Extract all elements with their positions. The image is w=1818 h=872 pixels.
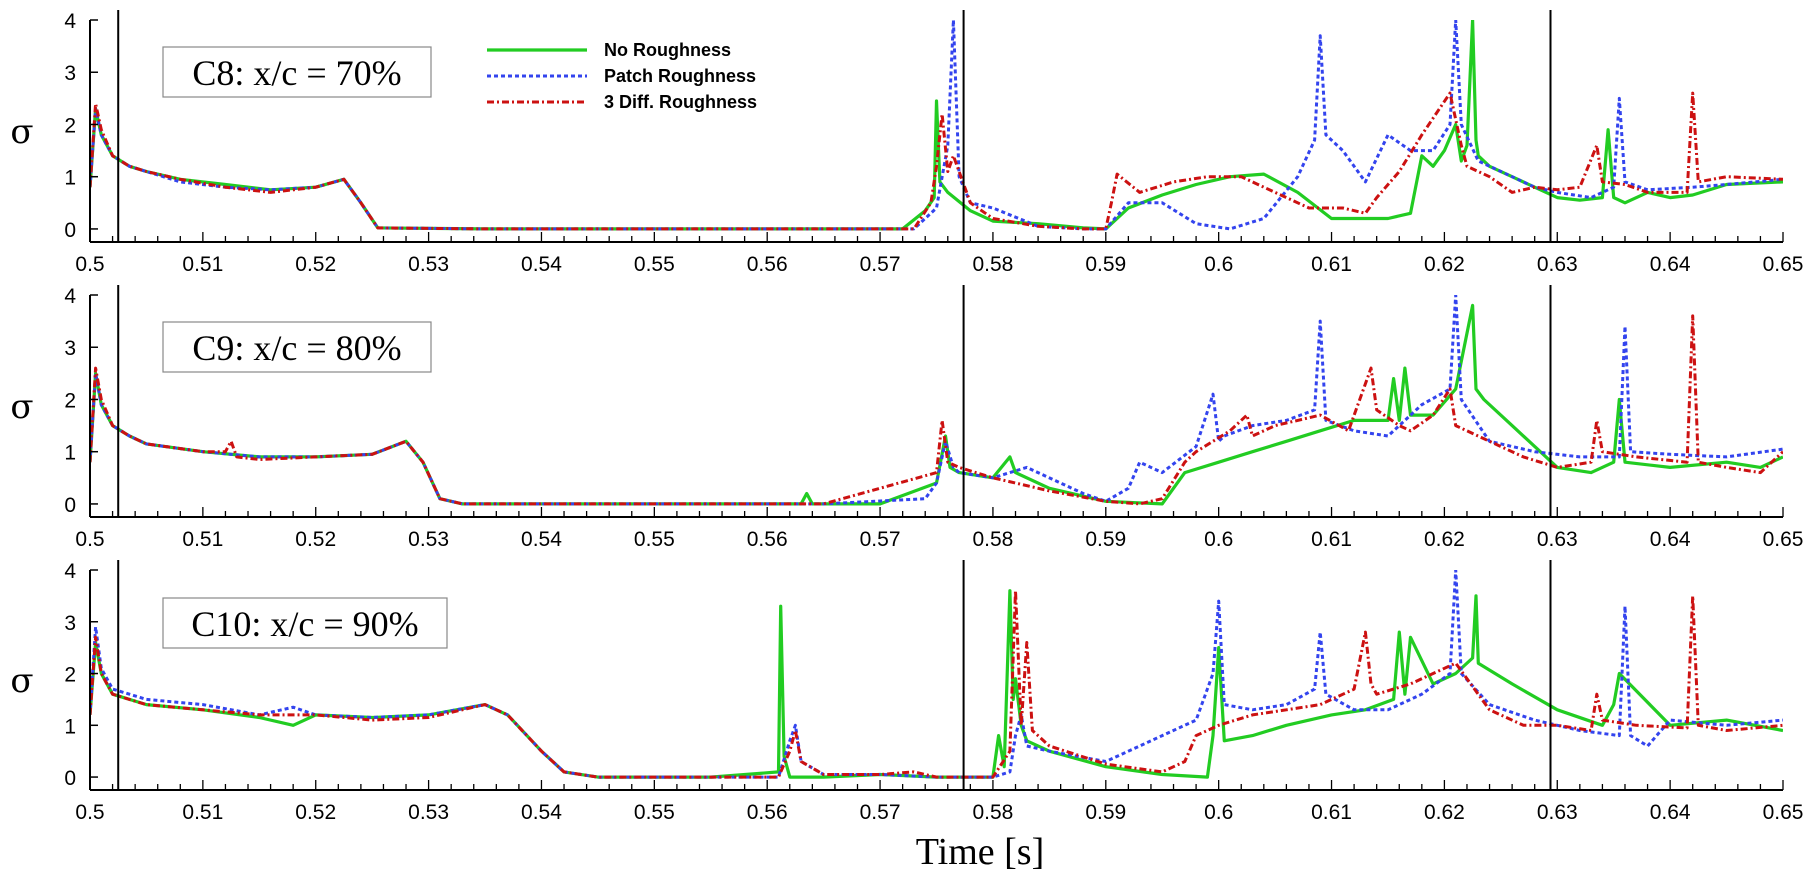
series-line-3-diff-roughness	[90, 589, 1783, 779]
legend-label-1: No Roughness	[604, 40, 731, 60]
y-tick-label: 4	[64, 285, 76, 308]
y-axis-label: σ	[10, 112, 33, 152]
y-tick-label: 4	[64, 560, 76, 583]
x-tick-label: 0.5	[75, 253, 104, 276]
y-tick-label: 0	[64, 219, 76, 242]
series-line-patch-roughness	[90, 295, 1783, 506]
panel-label: C9: x/c = 80%	[192, 328, 401, 368]
panel-label-box	[162, 321, 432, 373]
x-tick-label: 0.52	[295, 528, 336, 551]
x-tick-label: 0.61	[1311, 253, 1352, 276]
panel-1: σ 0 1 2 3 4 0.5 0.51 0.52 0.53 0.54 0.55 0.56 0.57 0.5…	[10, 10, 1803, 276]
panel-label-box	[162, 597, 448, 649]
legend-label-2: Patch Roughness	[604, 66, 756, 86]
x-tick-label: 0.65	[1763, 801, 1804, 824]
panel-2: σ 0 1 2 3 4 0.5 0.51 0.52 0.53 0.54 0.55 0.56 0.57 0.5…	[10, 285, 1803, 551]
x-tick-label: 0.61	[1311, 801, 1352, 824]
x-axis-label: Time [s]	[916, 831, 1044, 872]
x-tick-label: 0.63	[1537, 528, 1578, 551]
x-tick-label: 0.55	[634, 528, 675, 551]
x-tick-label: 0.6	[1204, 253, 1233, 276]
x-tick-label: 0.63	[1537, 801, 1578, 824]
x-tick-label: 0.52	[295, 801, 336, 824]
y-tick-label: 3	[64, 337, 76, 360]
series-line-no-roughness	[90, 589, 1783, 779]
x-tick-label: 0.64	[1650, 528, 1691, 551]
x-tick-label: 0.56	[747, 253, 788, 276]
y-tick-label: 2	[64, 114, 76, 137]
x-tick-label: 0.5	[75, 528, 104, 551]
x-tick-label: 0.59	[1085, 528, 1126, 551]
y-axis-label: σ	[10, 387, 33, 427]
x-tick-label: 0.6	[1204, 801, 1233, 824]
x-tick-label: 0.51	[182, 528, 223, 551]
x-tick-label: 0.59	[1085, 253, 1126, 276]
y-tick-label: 2	[64, 664, 76, 687]
x-tick-label: 0.62	[1424, 528, 1465, 551]
x-tick-label: 0.51	[182, 801, 223, 824]
x-tick-label: 0.56	[747, 528, 788, 551]
y-tick-label: 4	[64, 10, 76, 33]
series-line-patch-roughness	[90, 20, 1783, 231]
x-tick-label: 0.58	[972, 801, 1013, 824]
x-tick-label: 0.51	[182, 253, 223, 276]
series-line-patch-roughness	[90, 570, 1783, 779]
x-tick-label: 0.5	[75, 801, 104, 824]
x-tick-label: 0.61	[1311, 528, 1352, 551]
y-tick-label: 0	[64, 494, 76, 517]
x-tick-label: 0.55	[634, 253, 675, 276]
series-line-3-diff-roughness	[90, 314, 1783, 506]
series-line-no-roughness	[90, 20, 1783, 231]
y-tick-label: 1	[64, 167, 76, 190]
x-tick-label: 0.52	[295, 253, 336, 276]
y-tick-label: 3	[64, 612, 76, 635]
x-tick-label: 0.6	[1204, 528, 1233, 551]
x-tick-label: 0.62	[1424, 801, 1465, 824]
y-tick-label: 1	[64, 715, 76, 738]
x-tick-label: 0.65	[1763, 528, 1804, 551]
legend: No Roughness Patch Roughness 3 Diff. Rough…	[487, 40, 757, 112]
panel-label-box	[162, 46, 432, 98]
x-tick-label: 0.54	[521, 253, 562, 276]
x-tick-label: 0.53	[408, 801, 449, 824]
x-tick-label: 0.53	[408, 253, 449, 276]
panel-label: C8: x/c = 70%	[192, 53, 401, 93]
y-tick-label: 1	[64, 442, 76, 465]
x-tick-label: 0.62	[1424, 253, 1465, 276]
x-tick-label: 0.54	[521, 528, 562, 551]
x-tick-label: 0.57	[860, 253, 901, 276]
y-tick-label: 2	[64, 389, 76, 412]
panel-label: C10: x/c = 90%	[191, 604, 418, 644]
x-tick-label: 0.54	[521, 801, 562, 824]
y-tick-label: 0	[64, 767, 76, 790]
x-tick-label: 0.56	[747, 801, 788, 824]
x-tick-label: 0.57	[860, 801, 901, 824]
x-tick-label: 0.53	[408, 528, 449, 551]
x-tick-label: 0.58	[972, 528, 1013, 551]
x-tick-label: 0.55	[634, 801, 675, 824]
x-tick-label: 0.65	[1763, 253, 1804, 276]
legend-label-3: 3 Diff. Roughness	[604, 92, 757, 112]
x-tick-label: 0.59	[1085, 801, 1126, 824]
x-tick-label: 0.63	[1537, 253, 1578, 276]
y-axis-label: σ	[10, 661, 33, 701]
series-line-3-diff-roughness	[90, 91, 1783, 231]
x-tick-label: 0.64	[1650, 253, 1691, 276]
x-tick-label: 0.57	[860, 528, 901, 551]
panel-3: σ 0 1 2 3 4 0.5 0.51 0.52 0.53 0.54 0.55 0.56 0.57 0.5…	[10, 560, 1803, 824]
x-tick-label: 0.58	[972, 253, 1013, 276]
y-tick-label: 3	[64, 62, 76, 85]
x-tick-label: 0.64	[1650, 801, 1691, 824]
